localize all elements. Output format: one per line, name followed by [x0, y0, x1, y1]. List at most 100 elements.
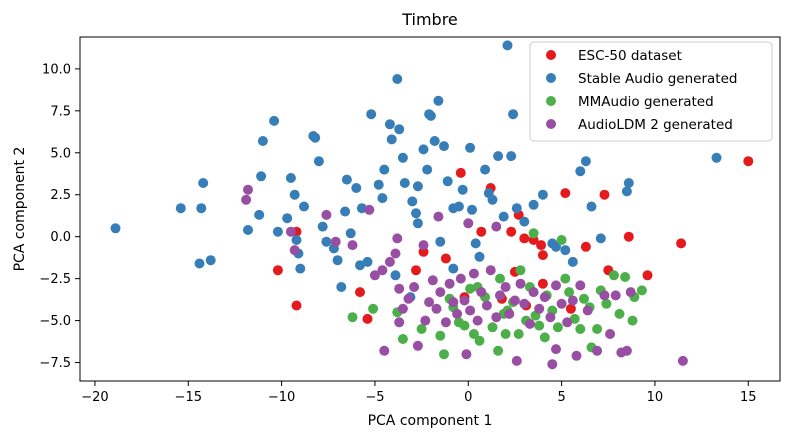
- series-1-point-46: [411, 208, 421, 219]
- series-3-point-12: [394, 283, 405, 294]
- series-2-point-0: [347, 312, 358, 323]
- series-0-point-9: [476, 226, 487, 237]
- series-2-point-3: [416, 324, 427, 334]
- series-3-point-31: [472, 315, 483, 326]
- series-1-point-66: [480, 164, 491, 175]
- series-2-point-50: [397, 334, 408, 344]
- series-2-point-4: [435, 330, 446, 341]
- series-3-point-22: [435, 287, 446, 298]
- series-0-point-25: [537, 278, 548, 289]
- series-1-point-77: [537, 189, 548, 200]
- series-1-point-68: [487, 194, 498, 205]
- y-tick-label: 5.0: [50, 146, 71, 161]
- series-1-point-12: [282, 213, 293, 224]
- series-1-point-65: [474, 251, 485, 262]
- series-1-point-8: [256, 171, 267, 182]
- series-1-point-26: [336, 282, 347, 292]
- series-1-point-72: [508, 109, 519, 120]
- series-3-point-62: [433, 211, 444, 222]
- series-2-point-8: [459, 320, 470, 331]
- series-3-point-67: [551, 344, 561, 355]
- series-3-point-69: [610, 290, 621, 301]
- y-tick-label: −2.5: [39, 272, 71, 287]
- series-1-point-0: [110, 223, 121, 234]
- series-1-point-79: [551, 241, 561, 252]
- series-2-point-10: [468, 329, 479, 339]
- series-2-point-28: [564, 287, 575, 298]
- series-1-point-60: [453, 201, 464, 212]
- series-3-point-10: [384, 256, 395, 267]
- series-3-point-29: [465, 305, 476, 316]
- series-3-point-55: [605, 329, 616, 339]
- x-tick-label: 10: [647, 390, 664, 405]
- x-axis-label: PCA component 1: [368, 413, 493, 429]
- series-2-point-36: [608, 270, 619, 281]
- series-3-point-11: [390, 248, 401, 259]
- series-3-point-60: [392, 233, 403, 244]
- x-axis: −20 −15 −10 −5 0 5 10 15: [81, 381, 757, 405]
- series-3-point-35: [491, 312, 502, 323]
- series-1-point-45: [407, 196, 418, 207]
- legend-marker-3: [546, 119, 556, 129]
- series-3-point-20: [427, 275, 438, 286]
- series-3-point-36: [495, 290, 505, 301]
- series-2-point-13: [487, 322, 498, 333]
- series-2-point-42: [528, 228, 539, 239]
- series-3-point-48: [556, 298, 567, 309]
- series-3-point-51: [575, 280, 586, 291]
- series-1-point-15: [291, 235, 302, 245]
- series-1-point-33: [362, 256, 373, 267]
- legend-label-2: MMAudio generated: [578, 94, 714, 110]
- series-2-point-30: [575, 324, 586, 334]
- x-tick-label: −20: [81, 390, 108, 405]
- series-3-point-54: [599, 290, 610, 301]
- series-1-point-34: [366, 109, 377, 120]
- legend-marker-2: [546, 96, 556, 106]
- series-2-point-31: [579, 293, 589, 304]
- y-tick-label: −5.0: [39, 314, 71, 329]
- series-1-point-50: [422, 164, 433, 175]
- series-3-point-41: [519, 298, 530, 309]
- y-tick-label: 2.5: [50, 188, 71, 203]
- x-tick-label: 15: [740, 390, 757, 405]
- series-3-point-59: [677, 355, 688, 366]
- legend-marker-0: [546, 50, 556, 60]
- plot-frame: [79, 36, 781, 382]
- series-3-point-37: [500, 282, 511, 292]
- series-3-point-30: [468, 268, 479, 279]
- series-1-point-32: [355, 260, 365, 271]
- series-3-point-2: [285, 226, 296, 237]
- series-3-point-24: [444, 278, 455, 289]
- series-3-point-8: [369, 270, 380, 281]
- series-3-point-13: [394, 317, 405, 328]
- x-tick-label: −10: [268, 390, 295, 405]
- series-1-point-42: [394, 124, 405, 135]
- series-1-point-40: [390, 270, 401, 281]
- series-1-point-2: [194, 258, 205, 269]
- series-1-point-52: [424, 109, 435, 120]
- series-3-point-47: [551, 280, 561, 291]
- series-2-point-14: [493, 345, 504, 356]
- series-3-point-44: [534, 303, 545, 314]
- series-3-point-43: [528, 287, 539, 298]
- series-1-point-81: [567, 256, 578, 267]
- series-1-point-1: [175, 203, 186, 214]
- series-2-point-25: [552, 322, 563, 333]
- series-1-point-17: [295, 263, 306, 274]
- series-3-point-32: [476, 287, 487, 298]
- series-1-point-86: [623, 178, 634, 188]
- series-2-point-41: [636, 285, 647, 296]
- series-3-point-42: [524, 318, 535, 329]
- legend-label-1: Stable Audio generated: [578, 71, 737, 87]
- series-3-point-15: [403, 293, 414, 304]
- series-2-point-11: [474, 335, 485, 346]
- series-3-point-17: [412, 340, 423, 351]
- series-1-point-73: [506, 151, 517, 162]
- series-1-point-47: [412, 181, 423, 192]
- series-3-point-40: [515, 278, 526, 289]
- y-axis-label: PCA component 2: [12, 147, 28, 272]
- series-3-point-68: [571, 350, 582, 361]
- series-0-point-18: [580, 241, 591, 252]
- series-3-point-26: [452, 308, 463, 319]
- y-tick-label: 7.5: [50, 104, 71, 119]
